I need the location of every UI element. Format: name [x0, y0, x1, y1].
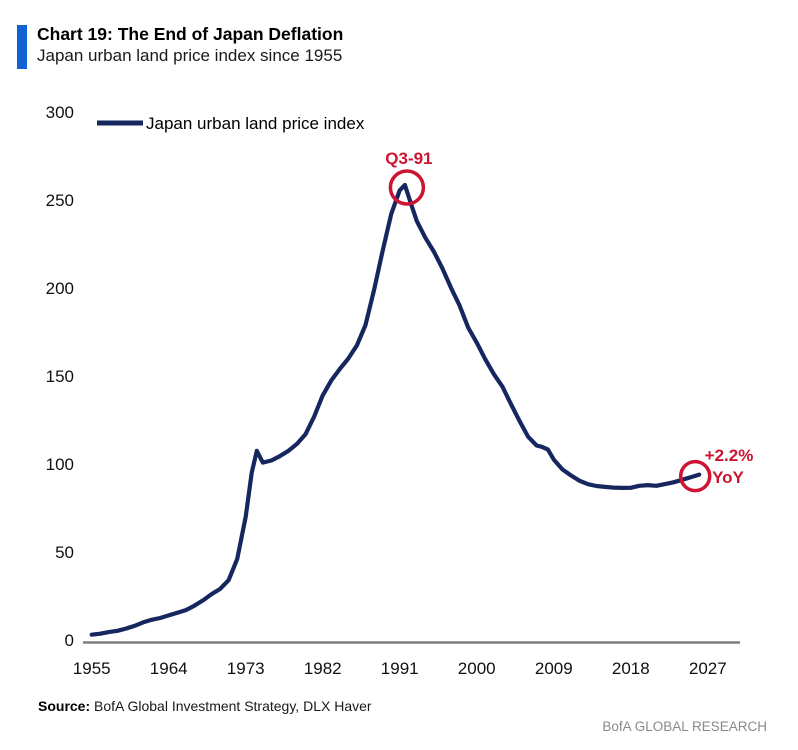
y-tick-label: 50	[55, 543, 74, 562]
x-tick-label: 2027	[689, 659, 727, 678]
x-tick-label: 2009	[535, 659, 573, 678]
y-tick-label: 250	[46, 191, 74, 210]
source-text: BofA Global Investment Strategy, DLX Hav…	[94, 698, 372, 714]
title-accent-bar	[17, 25, 27, 69]
latest-label-yoy: YoY	[712, 468, 744, 487]
latest-circle	[678, 459, 712, 493]
y-tick-label: 150	[46, 367, 74, 386]
series-line	[89, 182, 702, 637]
chart-plot: Japan urban land price index 0 50 100 150 20…	[46, 103, 754, 678]
y-tick-label: 100	[46, 455, 74, 474]
x-axis-ticks: 1955 1964 1973 1982 1991 2000 2009 2018 2027	[73, 659, 727, 678]
peak-annotation: Q3-91	[385, 149, 433, 206]
y-axis-ticks: 0 50 100 150 200 250 300	[46, 103, 74, 650]
y-tick-label: 0	[65, 631, 74, 650]
x-tick-label: 2000	[458, 659, 496, 678]
legend: Japan urban land price index	[97, 114, 365, 133]
peak-label: Q3-91	[385, 149, 432, 168]
x-tick-label: 2018	[612, 659, 650, 678]
latest-label-pct: +2.2%	[705, 446, 754, 465]
chart-title: Chart 19: The End of Japan Deflation	[37, 24, 344, 44]
x-tick-label: 1982	[304, 659, 342, 678]
x-tick-label: 1964	[150, 659, 188, 678]
x-tick-label: 1955	[73, 659, 111, 678]
x-tick-label: 1973	[227, 659, 265, 678]
peak-circle	[388, 169, 426, 206]
source-label: Source:	[38, 698, 91, 714]
legend-label: Japan urban land price index	[146, 114, 365, 133]
y-tick-label: 300	[46, 103, 74, 122]
brand-line: BofA GLOBAL RESEARCH	[602, 719, 767, 734]
latest-annotation: +2.2% YoY	[678, 446, 754, 493]
y-tick-label: 200	[46, 279, 74, 298]
source-line: Source: BofA Global Investment Strategy,…	[38, 698, 372, 714]
chart-subtitle: Japan urban land price index since 1955	[37, 46, 343, 65]
x-tick-label: 1991	[381, 659, 419, 678]
